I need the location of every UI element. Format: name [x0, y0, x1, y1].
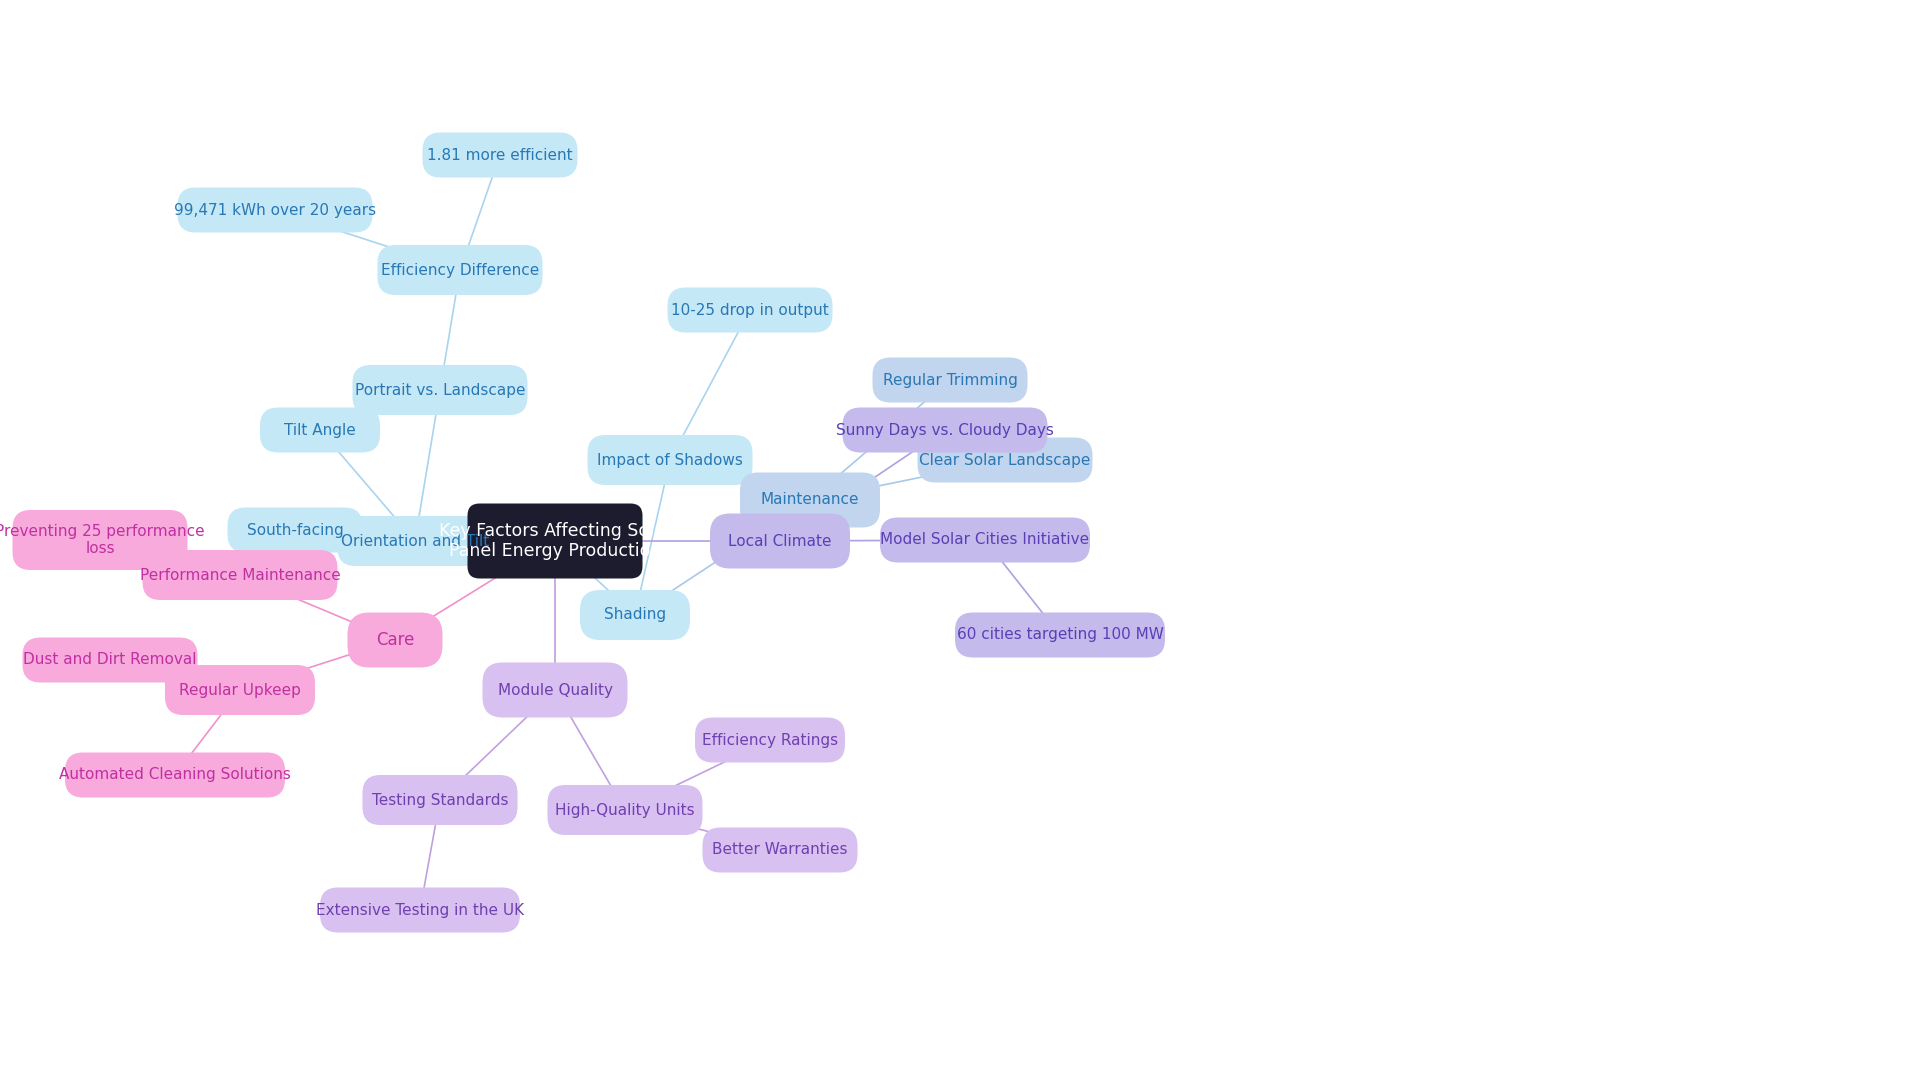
FancyBboxPatch shape: [580, 590, 689, 640]
FancyBboxPatch shape: [13, 510, 188, 570]
FancyBboxPatch shape: [588, 435, 753, 485]
FancyBboxPatch shape: [482, 663, 628, 718]
Text: Local Climate: Local Climate: [728, 534, 831, 548]
Text: Module Quality: Module Quality: [497, 682, 612, 697]
FancyBboxPatch shape: [710, 513, 851, 569]
Text: Regular Trimming: Regular Trimming: [883, 373, 1018, 388]
FancyBboxPatch shape: [259, 407, 380, 453]
Text: South-facing: South-facing: [246, 522, 344, 537]
FancyBboxPatch shape: [378, 245, 543, 295]
FancyBboxPatch shape: [872, 357, 1027, 403]
FancyBboxPatch shape: [142, 550, 338, 600]
Text: Efficiency Difference: Efficiency Difference: [380, 262, 540, 277]
Text: Extensive Testing in the UK: Extensive Testing in the UK: [317, 902, 524, 917]
FancyBboxPatch shape: [739, 472, 879, 527]
FancyBboxPatch shape: [348, 613, 442, 667]
Text: Shading: Shading: [605, 608, 666, 623]
FancyBboxPatch shape: [65, 753, 284, 797]
Text: Care: Care: [376, 631, 415, 649]
FancyBboxPatch shape: [668, 287, 833, 332]
Text: 1.81 more efficient: 1.81 more efficient: [426, 147, 572, 162]
FancyBboxPatch shape: [918, 438, 1092, 483]
Text: Regular Upkeep: Regular Upkeep: [179, 682, 301, 697]
Text: Portrait vs. Landscape: Portrait vs. Landscape: [355, 382, 526, 397]
FancyBboxPatch shape: [547, 785, 703, 835]
FancyBboxPatch shape: [954, 613, 1165, 657]
FancyBboxPatch shape: [363, 775, 518, 825]
Text: 10-25 drop in output: 10-25 drop in output: [672, 302, 829, 317]
FancyBboxPatch shape: [177, 187, 372, 233]
Text: Tilt Angle: Tilt Angle: [284, 422, 355, 438]
FancyBboxPatch shape: [422, 132, 578, 178]
Text: Dust and Dirt Removal: Dust and Dirt Removal: [23, 652, 196, 667]
FancyBboxPatch shape: [23, 638, 198, 682]
FancyBboxPatch shape: [467, 504, 643, 578]
Text: High-Quality Units: High-Quality Units: [555, 803, 695, 818]
Text: 60 cities targeting 100 MW: 60 cities targeting 100 MW: [956, 627, 1164, 642]
Text: Preventing 25 performance
loss: Preventing 25 performance loss: [0, 524, 205, 557]
Text: Better Warranties: Better Warranties: [712, 843, 849, 858]
Text: Automated Cleaning Solutions: Automated Cleaning Solutions: [60, 768, 292, 783]
FancyBboxPatch shape: [321, 887, 520, 932]
Text: Efficiency Ratings: Efficiency Ratings: [703, 732, 837, 747]
Text: Orientation and Tilt: Orientation and Tilt: [342, 534, 490, 548]
FancyBboxPatch shape: [695, 718, 845, 762]
FancyBboxPatch shape: [843, 407, 1048, 453]
FancyBboxPatch shape: [338, 516, 493, 566]
Text: Impact of Shadows: Impact of Shadows: [597, 453, 743, 468]
FancyBboxPatch shape: [165, 665, 315, 715]
Text: Sunny Days vs. Cloudy Days: Sunny Days vs. Cloudy Days: [835, 422, 1054, 438]
FancyBboxPatch shape: [703, 827, 858, 873]
FancyBboxPatch shape: [353, 365, 528, 415]
Text: 99,471 kWh over 20 years: 99,471 kWh over 20 years: [175, 203, 376, 218]
Text: Clear Solar Landscape: Clear Solar Landscape: [920, 453, 1091, 468]
Text: Key Factors Affecting Solar
Panel Energy Production: Key Factors Affecting Solar Panel Energy…: [438, 522, 672, 560]
Text: Maintenance: Maintenance: [760, 493, 860, 508]
FancyBboxPatch shape: [879, 518, 1091, 562]
Text: Performance Maintenance: Performance Maintenance: [140, 567, 340, 583]
Text: Testing Standards: Testing Standards: [372, 793, 509, 808]
FancyBboxPatch shape: [227, 508, 363, 552]
Text: Model Solar Cities Initiative: Model Solar Cities Initiative: [881, 533, 1089, 548]
